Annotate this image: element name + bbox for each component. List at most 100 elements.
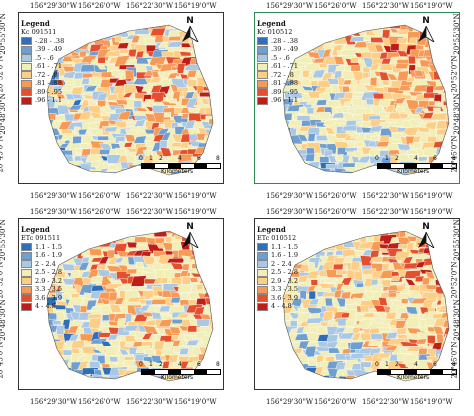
field-parcel (439, 269, 449, 279)
field-parcel (216, 334, 223, 338)
field-parcel (79, 305, 88, 314)
field-parcel (408, 55, 416, 65)
legend-label: .96 - 1.1 (271, 96, 299, 105)
field-parcel (123, 142, 133, 148)
field-parcel (401, 298, 409, 304)
field-parcel (72, 25, 90, 29)
field-parcel (434, 62, 449, 71)
lon-label: 156°29'30"W (30, 208, 78, 216)
field-parcel (374, 44, 385, 53)
lat-label: 20°52'0"N (0, 55, 5, 93)
field-parcel (398, 84, 413, 91)
field-parcel (308, 290, 316, 300)
field-parcel (216, 382, 224, 388)
field-parcel (116, 318, 126, 328)
legend-row: 1.1 - 1.5 (257, 243, 298, 252)
field-parcel (106, 277, 118, 282)
scale-tick-label: 8 (216, 155, 220, 162)
field-parcel (404, 178, 416, 184)
legend-subtitle: ETc 091511 (21, 234, 61, 242)
north-arrow: N (415, 223, 437, 251)
legend-swatch (21, 268, 32, 277)
field-parcel (157, 41, 169, 48)
field-parcel (390, 275, 401, 281)
legend-row: .5 - .6 (21, 54, 64, 63)
legend-swatch (21, 294, 32, 303)
field-parcel (47, 167, 57, 175)
field-parcel (324, 297, 334, 308)
field-parcel (88, 30, 97, 36)
field-parcel (134, 29, 151, 35)
field-parcel (385, 311, 397, 320)
field-parcel (349, 353, 365, 359)
lat-label: 20°55'30"N (452, 13, 461, 55)
field-parcel (215, 230, 223, 237)
field-parcel (135, 261, 145, 268)
field-parcel (207, 341, 213, 352)
field-parcel (280, 383, 288, 389)
legend-swatch (257, 302, 268, 311)
field-parcel (83, 30, 91, 38)
field-parcel (215, 136, 223, 146)
scale-unit: Kilometers (397, 168, 430, 175)
field-parcel (193, 331, 207, 339)
scale-tick-label: 8 (452, 155, 456, 162)
lon-label: 156°29'30"W (30, 398, 78, 406)
field-parcel (71, 375, 87, 381)
field-parcel (351, 332, 362, 341)
field-parcel (219, 113, 223, 120)
field-parcel (210, 231, 213, 239)
legend: Legend Kc 091511 -.28 - .38.39 - .49.5 -… (21, 19, 64, 105)
map-frame: Legend ETc 091511 1.1 - 1.5 1.6 - 1.9 2 - … (18, 218, 224, 390)
field-parcel (441, 64, 449, 71)
field-parcel (114, 35, 122, 42)
field-parcel (328, 383, 338, 389)
scale-tick-label: 2 (159, 361, 163, 368)
scale-segments (377, 369, 457, 375)
field-parcel (64, 241, 81, 250)
field-parcel (186, 69, 198, 78)
legend-swatch (257, 45, 268, 54)
field-parcel (141, 383, 152, 389)
field-parcel (88, 76, 102, 86)
field-parcel (114, 297, 125, 305)
field-parcel (79, 231, 91, 235)
legend-label: 1.6 - 1.9 (35, 251, 63, 260)
field-parcel (289, 370, 299, 378)
map-frame: Legend ETc 010512 1.1 - 1.5 1.6 - 1.9 2 - … (254, 218, 460, 390)
legend-label: .61 - .71 (35, 62, 63, 71)
field-parcel (48, 177, 58, 183)
field-parcel (333, 289, 342, 299)
scale-tick-label: 8 (452, 361, 456, 368)
field-parcel (202, 134, 213, 145)
field-parcel (167, 354, 179, 363)
field-parcel (187, 79, 197, 88)
lat-label: 20°45'0"N (450, 135, 459, 173)
longitude-labels-bottom: 156°29'30"W 156°26'0"W 156°22'30"W 156°1… (18, 398, 224, 408)
field-parcel (395, 284, 407, 290)
field-parcel (63, 236, 75, 244)
field-parcel (216, 304, 223, 311)
legend-swatch (257, 243, 268, 252)
field-parcel (196, 318, 211, 327)
scale-bar: 0 1 2 4 6 8 Kilometers (375, 155, 457, 177)
field-parcel (214, 52, 223, 57)
field-parcel (111, 179, 125, 183)
field-parcel (208, 45, 213, 54)
field-parcel (418, 156, 428, 162)
field-parcel (158, 318, 173, 327)
field-parcel (218, 279, 223, 286)
field-parcel (384, 345, 399, 351)
north-label: N (186, 222, 194, 232)
field-parcel (196, 283, 204, 291)
legend-label: .5 - .6 (35, 53, 54, 62)
field-parcel (419, 383, 432, 389)
field-parcel (343, 101, 352, 107)
field-parcel (337, 77, 346, 86)
field-parcel (322, 119, 338, 126)
lat-label: 20°48'30"N (452, 299, 461, 341)
north-arrow: N (179, 223, 201, 251)
field-parcel (56, 104, 70, 115)
lat-label: 20°55'30"N (0, 219, 7, 261)
scale-tick-label: 4 (414, 361, 418, 368)
